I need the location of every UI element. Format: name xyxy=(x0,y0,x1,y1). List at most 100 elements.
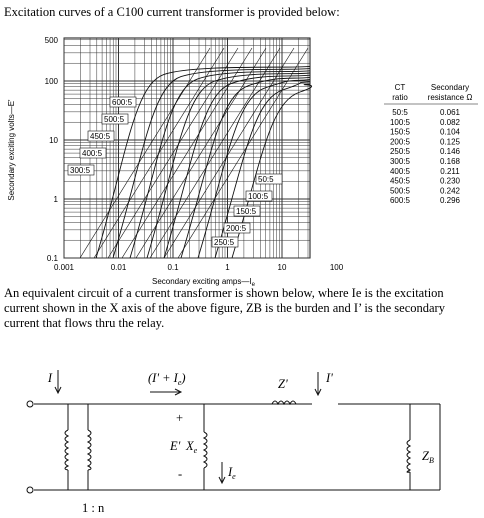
curve-label: 500:5 xyxy=(104,115,125,124)
table-cell: 150:5 xyxy=(390,128,411,137)
table-cell: 300:5 xyxy=(390,157,411,166)
excitation-curve xyxy=(214,81,311,259)
excitation-curve xyxy=(180,76,311,259)
y-tick-label: 100 xyxy=(45,77,59,86)
curve-tag: 250:5 xyxy=(211,236,239,248)
label-box xyxy=(101,113,129,125)
label: Z' xyxy=(278,377,288,391)
curve-label: 100:5 xyxy=(248,192,269,201)
table-cell: 0.230 xyxy=(440,177,461,186)
secondary-coil xyxy=(86,429,92,471)
excitation-curve xyxy=(163,74,311,259)
label: E' xyxy=(169,439,181,453)
label-box xyxy=(233,205,261,217)
label-box xyxy=(79,147,107,159)
y-tick-label: 10 xyxy=(49,136,58,145)
paragraph-line: An equivalent circuit of a current trans… xyxy=(4,286,444,300)
excitation-curve xyxy=(129,70,311,259)
paragraph-line: current shown in the X axis of the above… xyxy=(4,301,446,315)
paragraph-line: current that flows thru the relay. xyxy=(4,316,164,330)
curve-label: 200:5 xyxy=(226,224,247,233)
table-header: Secondary xyxy=(431,83,469,92)
x-tick-label: 0.001 xyxy=(54,263,75,272)
slope-line xyxy=(149,47,281,259)
curve-tag: 200:5 xyxy=(223,222,251,234)
curve-label: 250:5 xyxy=(214,238,235,247)
label: I xyxy=(47,371,53,385)
curve-tag: 100:5 xyxy=(245,190,273,202)
table-cell: 100:5 xyxy=(390,118,411,127)
primary-coil xyxy=(64,429,70,471)
y-tick-label: 1 xyxy=(54,195,59,204)
curve-label: 400:5 xyxy=(82,149,103,158)
label: 1 : n xyxy=(82,501,105,515)
x-tick-label: 10 xyxy=(278,263,287,272)
x-tick-label: 0.01 xyxy=(111,263,127,272)
slope-line xyxy=(177,47,309,259)
table-cell: 200:5 xyxy=(390,137,411,146)
arrow xyxy=(150,388,183,396)
curves xyxy=(79,47,313,259)
burden-coil xyxy=(406,439,412,473)
x-tick-label: 0.1 xyxy=(167,263,179,272)
label-box xyxy=(109,96,137,108)
label: Xe xyxy=(185,439,198,455)
intro: Excitation curves of a C100 current tran… xyxy=(4,5,340,19)
label-box xyxy=(67,164,95,176)
table-cell: 0.211 xyxy=(440,167,460,176)
label-box xyxy=(223,222,251,234)
circuit xyxy=(26,370,441,494)
table-cell: 0.146 xyxy=(440,147,461,156)
table-cell: 0.168 xyxy=(440,157,461,166)
label: + xyxy=(176,411,183,425)
magnetizing-coil xyxy=(202,431,208,469)
label: (I' + Ie) xyxy=(148,371,186,387)
x-tick-label: 100 xyxy=(330,263,344,272)
table-cell: 0.104 xyxy=(440,128,461,137)
slope-line xyxy=(135,47,267,259)
curve-tag: 600:5 xyxy=(109,96,137,108)
slope-line xyxy=(107,47,239,259)
excitation-curve xyxy=(197,79,311,259)
arrow xyxy=(314,372,322,397)
table-cell: 400:5 xyxy=(390,167,411,176)
x-tick-label: 1 xyxy=(225,263,230,272)
y-axis-label: Secondary exciting volts—E' xyxy=(7,99,16,201)
label: ZB xyxy=(422,449,434,465)
curve-tag: 400:5 xyxy=(79,147,107,159)
table-cell: 600:5 xyxy=(390,196,411,205)
curve-label: 150:5 xyxy=(236,207,257,216)
label: Ie xyxy=(227,465,236,481)
curve-tag: 150:5 xyxy=(233,205,261,217)
arrow xyxy=(54,370,62,395)
arrow xyxy=(218,462,226,485)
excitation-curve xyxy=(95,65,311,259)
curve-label: 600:5 xyxy=(112,98,133,107)
slope-line xyxy=(163,47,295,259)
curve-tag: 50:5 xyxy=(255,173,283,185)
slope-line xyxy=(93,47,225,259)
label-box xyxy=(245,190,273,202)
slope-line xyxy=(79,47,211,259)
label-box xyxy=(211,236,239,248)
circuit-labels: I (I' + Ie) + - E' Xe Ie Z' I' ZB 1 : n xyxy=(47,371,434,515)
terminal xyxy=(26,486,34,494)
excitation-curve xyxy=(231,83,313,259)
label-box xyxy=(87,130,115,142)
table-cell: 450:5 xyxy=(390,177,411,186)
label-box xyxy=(255,173,283,185)
y-tick-label: 500 xyxy=(45,36,59,45)
curve-tag: 450:5 xyxy=(87,130,115,142)
curve-tag: 300:5 xyxy=(67,164,95,176)
slope-line xyxy=(121,47,253,259)
table-cell: 0.061 xyxy=(440,108,461,117)
table-header: ratio xyxy=(392,93,408,102)
z-coil xyxy=(271,400,312,406)
table-cell: 0.125 xyxy=(440,137,461,146)
x-axis-label: Secondary exciting amps—Ie xyxy=(152,277,256,288)
table-header: resistance Ω xyxy=(428,93,473,102)
curve-label: 450:5 xyxy=(90,132,111,141)
